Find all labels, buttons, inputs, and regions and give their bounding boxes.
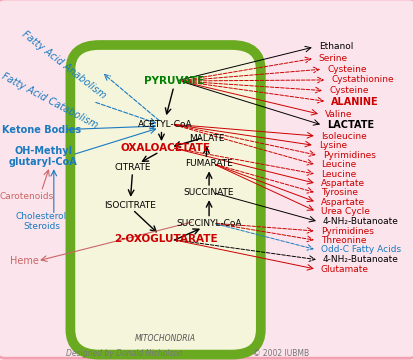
Text: Carotenoids: Carotenoids bbox=[0, 192, 54, 201]
Text: Lysine: Lysine bbox=[318, 141, 346, 150]
Text: Ketone Bodies: Ketone Bodies bbox=[2, 125, 81, 135]
Text: Serine: Serine bbox=[318, 54, 347, 63]
Text: SUCCINATE: SUCCINATE bbox=[183, 188, 234, 197]
Text: Aspartate: Aspartate bbox=[320, 198, 364, 207]
Text: Tyrosine: Tyrosine bbox=[320, 188, 357, 197]
Text: Leucine: Leucine bbox=[320, 161, 355, 169]
Text: Threonine: Threonine bbox=[320, 236, 366, 245]
Text: ISOCITRATE: ISOCITRATE bbox=[104, 201, 156, 210]
Text: CITRATE: CITRATE bbox=[114, 163, 150, 172]
Text: Heme: Heme bbox=[10, 256, 39, 266]
Text: OH-Methyl
glutaryl-CoA: OH-Methyl glutaryl-CoA bbox=[9, 146, 78, 167]
Text: SUCCINYL-CoA: SUCCINYL-CoA bbox=[176, 219, 241, 228]
Text: Pyrimidines: Pyrimidines bbox=[320, 227, 373, 236]
Text: OXALOACETATE: OXALOACETATE bbox=[120, 143, 210, 153]
Text: MITOCHONDRIA: MITOCHONDRIA bbox=[135, 334, 196, 343]
Text: FUMARATE: FUMARATE bbox=[185, 159, 233, 168]
Text: Isoleucine: Isoleucine bbox=[320, 132, 366, 140]
FancyBboxPatch shape bbox=[70, 45, 260, 355]
Text: Urea Cycle: Urea Cycle bbox=[320, 207, 369, 216]
Text: ALANINE: ALANINE bbox=[330, 96, 378, 107]
Text: Designed by Donald Nicholson: Designed by Donald Nicholson bbox=[66, 349, 182, 358]
Text: Pyrimidines: Pyrimidines bbox=[322, 151, 375, 160]
Text: Fatty Acid Anabolism: Fatty Acid Anabolism bbox=[20, 29, 108, 100]
Text: Glutamate: Glutamate bbox=[320, 265, 368, 274]
Text: Valine: Valine bbox=[324, 110, 351, 119]
Text: 4-NH₂-Butanoate: 4-NH₂-Butanoate bbox=[322, 256, 398, 264]
Text: 2-OXOGLUTARATE: 2-OXOGLUTARATE bbox=[114, 234, 217, 244]
Text: LACTATE: LACTATE bbox=[326, 120, 373, 130]
Text: Cystathionine: Cystathionine bbox=[330, 76, 393, 85]
Text: © 2002 IUBMB: © 2002 IUBMB bbox=[253, 349, 309, 358]
Text: Aspartate: Aspartate bbox=[320, 179, 364, 188]
Text: 4-NH₂-Butanoate: 4-NH₂-Butanoate bbox=[322, 217, 398, 226]
Text: MALATE: MALATE bbox=[189, 134, 224, 143]
Text: Odd-C Fatty Acids: Odd-C Fatty Acids bbox=[320, 246, 400, 254]
Text: Leucine: Leucine bbox=[320, 170, 355, 179]
Text: Cysteine: Cysteine bbox=[326, 65, 366, 74]
Text: Fatty Acid Catabolism: Fatty Acid Catabolism bbox=[0, 71, 99, 130]
Text: ACETYL-CoA: ACETYL-CoA bbox=[138, 120, 192, 129]
Text: Cholesterol
Steroids: Cholesterol Steroids bbox=[16, 212, 67, 231]
Text: Ethanol: Ethanol bbox=[318, 42, 352, 51]
Text: PYRUVATE: PYRUVATE bbox=[143, 76, 204, 86]
Text: Cysteine: Cysteine bbox=[328, 86, 368, 95]
